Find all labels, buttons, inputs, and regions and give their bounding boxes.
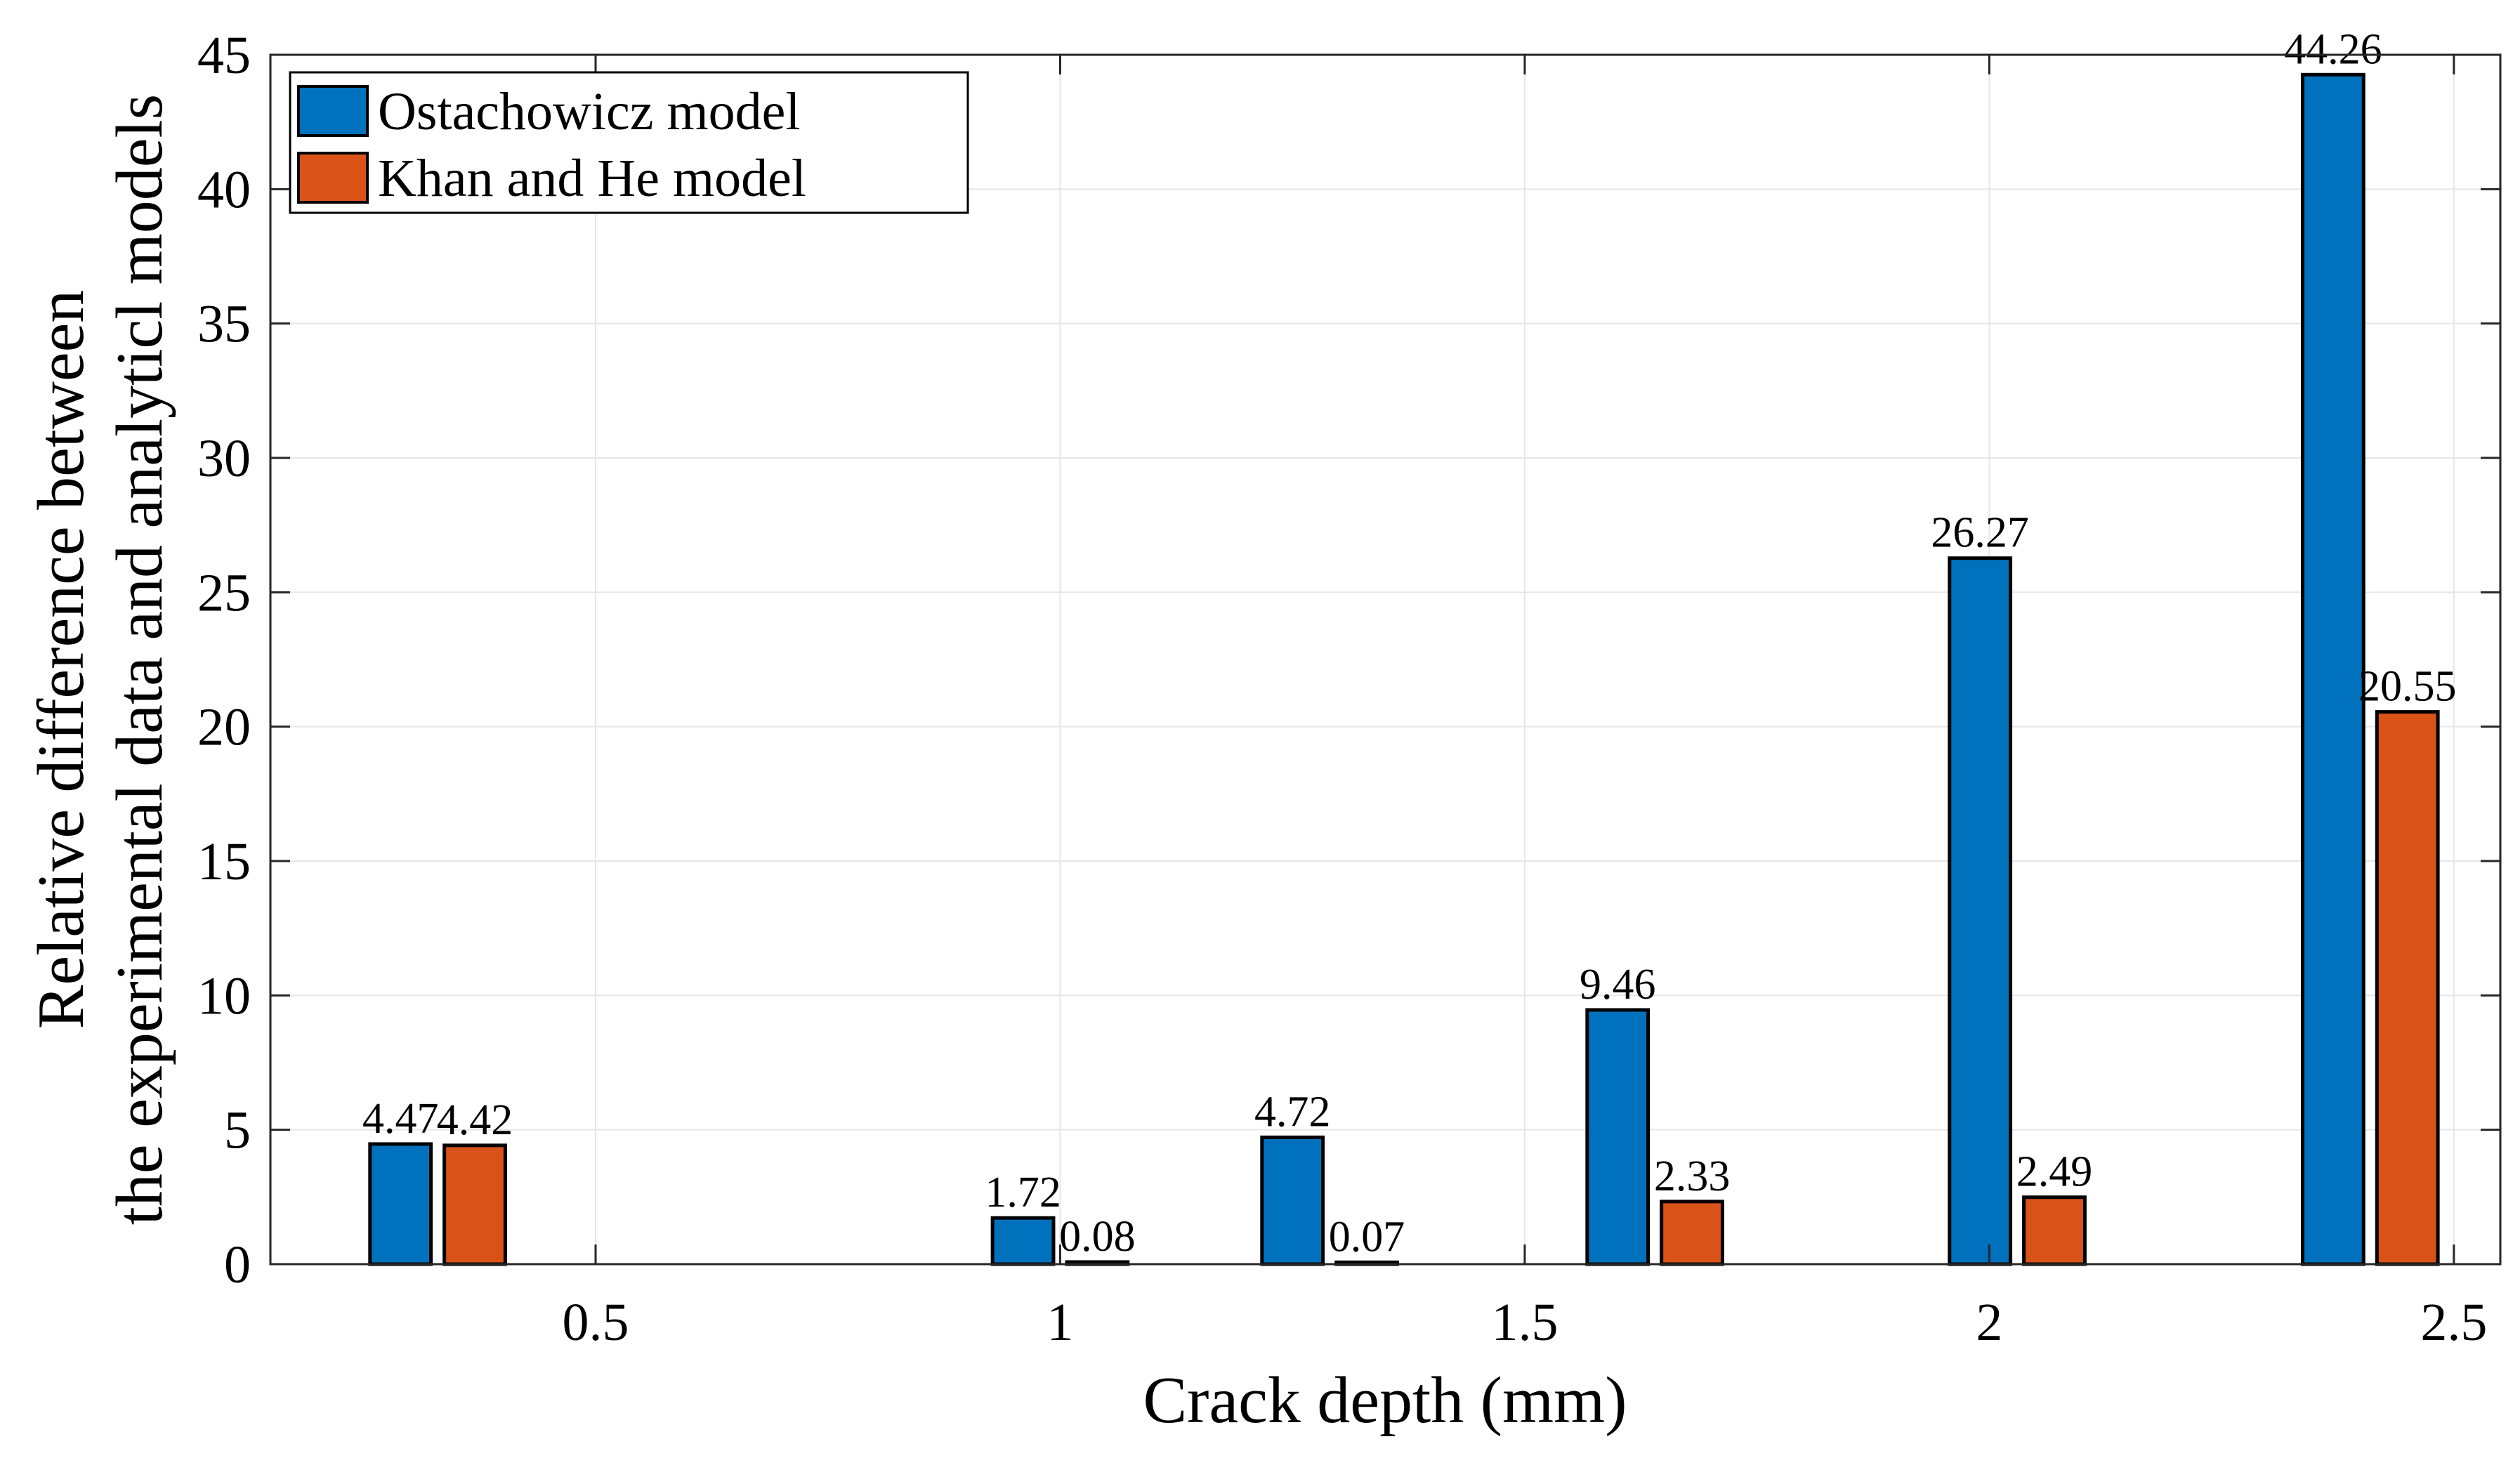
data-label-khan-he: 4.42 xyxy=(437,1096,513,1144)
y-tick-label: 25 xyxy=(197,563,251,622)
bar-ostachowicz xyxy=(1585,1008,1651,1266)
y-tick-label: 30 xyxy=(197,429,251,488)
y-axis-label-line-2: the experimental data and analyticl mode… xyxy=(103,94,176,1225)
data-label-ostachowicz: 4.72 xyxy=(1254,1088,1331,1136)
legend: Ostachowicz model Khan and He model xyxy=(289,71,969,214)
bar-ostachowicz xyxy=(1948,556,2013,1266)
y-tick-label: 45 xyxy=(197,26,251,85)
y-tick-label: 40 xyxy=(197,160,251,219)
x-tick-label: 1.5 xyxy=(1491,1293,1558,1352)
legend-label-ostachowicz: Ostachowicz model xyxy=(378,82,800,141)
y-tick-label: 10 xyxy=(197,966,251,1025)
axis-ticks: 0 5 10 15 20 25 30 35 40 45 0.5 1 1.5 2 2.5 xyxy=(197,26,2500,1352)
legend-swatch-ostachowicz xyxy=(297,85,369,137)
bar-ostachowicz xyxy=(990,1216,1056,1266)
data-label-khan-he: 2.33 xyxy=(1654,1152,1731,1200)
data-label-khan-he: 20.55 xyxy=(2358,663,2457,711)
legend-swatch-khan-he xyxy=(297,152,369,204)
y-axis-label-line-1: Relative difference between xyxy=(25,290,98,1030)
y-tick-label: 5 xyxy=(224,1101,251,1160)
bar-khan-he xyxy=(2022,1195,2087,1266)
data-label-ostachowicz: 26.27 xyxy=(1931,509,2029,557)
legend-box xyxy=(289,71,969,214)
legend-label-khan-he: Khan and He model xyxy=(378,149,806,208)
y-tick-label: 20 xyxy=(197,698,251,757)
x-tick-label: 2 xyxy=(1976,1293,2002,1352)
y-tick-label: 0 xyxy=(224,1235,251,1294)
data-label-khan-he: 2.49 xyxy=(2016,1148,2093,1196)
bar-ostachowicz xyxy=(1260,1135,1325,1266)
bar-ostachowicz xyxy=(2300,72,2365,1266)
plot-frame xyxy=(269,53,2502,1266)
y-tick-label: 15 xyxy=(197,832,251,891)
data-label-khan-he: 0.07 xyxy=(1329,1213,1405,1261)
data-labels: 4.474.42 1.720.08 4.72 0.07 9.46 2.33 26.27 2.4… xyxy=(362,25,2457,1261)
y-tick-label: 35 xyxy=(197,295,251,354)
plot-area xyxy=(270,55,2500,1264)
data-label-ostachowicz: 4.47 xyxy=(362,1095,439,1143)
data-label-ostachowicz: 44.26 xyxy=(2284,25,2382,73)
x-tick-label: 2.5 xyxy=(2420,1293,2487,1352)
x-axis-label: Crack depth (mm) xyxy=(1143,1364,1627,1437)
bars xyxy=(368,72,2440,1266)
x-tick-label: 0.5 xyxy=(563,1293,629,1352)
x-tick-label: 1 xyxy=(1046,1293,1073,1352)
bar-khan-he xyxy=(2375,710,2440,1266)
data-label-ostachowicz: 1.72 xyxy=(985,1169,1061,1216)
data-label-khan-he: 0.08 xyxy=(1059,1213,1136,1261)
data-label-ostachowicz: 9.46 xyxy=(1580,961,1656,1009)
bar-khan-he xyxy=(1660,1200,1724,1266)
bar-ostachowicz xyxy=(368,1142,433,1266)
bar-khan-he xyxy=(442,1143,507,1266)
